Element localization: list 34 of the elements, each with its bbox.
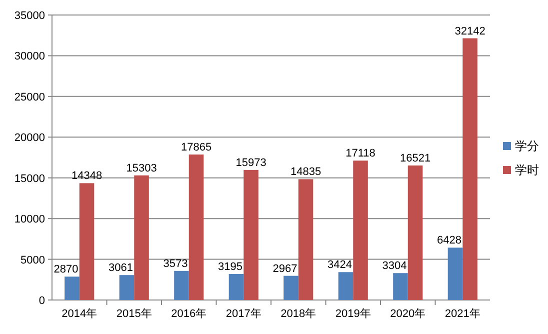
data-label: 3573 xyxy=(163,258,188,270)
legend-label: 学分 xyxy=(515,139,539,153)
x-tick-label: 2018年 xyxy=(280,308,316,320)
data-label: 15973 xyxy=(236,156,266,169)
data-label: 2870 xyxy=(54,264,78,276)
data-label: 3195 xyxy=(218,260,242,273)
y-tick-label: 20000 xyxy=(14,132,45,144)
x-tick-label: 2020年 xyxy=(390,308,426,320)
x-tick-label: 2014年 xyxy=(62,308,98,320)
x-tick-label: 2019年 xyxy=(335,308,371,320)
x-tick-label: 2017年 xyxy=(226,308,262,320)
data-label: 3061 xyxy=(108,262,133,274)
x-tick-label: 2015年 xyxy=(116,308,152,320)
y-tick-label: 10000 xyxy=(14,214,45,226)
data-label: 3424 xyxy=(327,259,352,272)
data-label: 15303 xyxy=(126,162,157,174)
data-label: 17865 xyxy=(180,142,212,154)
y-tick-label: 0 xyxy=(38,295,45,307)
data-label: 17118 xyxy=(346,148,376,160)
y-tick-label: 30000 xyxy=(14,50,45,63)
data-label: 16521 xyxy=(400,152,431,164)
x-tick-label: 2016年 xyxy=(171,308,207,320)
x-tick-label: 2021年 xyxy=(444,308,480,320)
y-tick-label: 15000 xyxy=(14,172,45,185)
legend-label: 学时 xyxy=(515,163,539,177)
data-label: 6428 xyxy=(436,234,462,247)
data-label: 14835 xyxy=(290,166,322,178)
y-tick-label: 5000 xyxy=(20,254,45,266)
data-label: 3304 xyxy=(382,260,407,272)
data-label: 14348 xyxy=(71,170,102,182)
y-tick-label: 25000 xyxy=(14,91,45,104)
data-label: 2967 xyxy=(272,262,298,275)
y-tick-label: 35000 xyxy=(14,10,45,22)
data-label: 32142 xyxy=(454,25,486,38)
